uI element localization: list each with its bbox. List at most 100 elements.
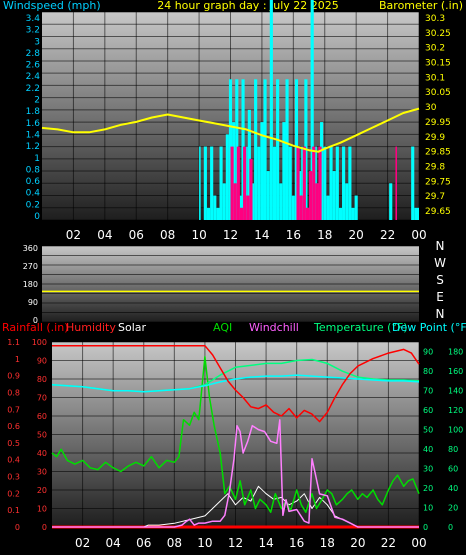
windspeed-tick: 3.4 xyxy=(26,14,41,24)
wind-panel-x-tick: 14 xyxy=(254,228,269,242)
windspeed-bar xyxy=(329,146,333,220)
solar-tick: 60 xyxy=(448,465,458,474)
windspeed-bar xyxy=(354,195,358,220)
legend-label: Solar xyxy=(118,321,147,334)
windspeed-tick: 2.2 xyxy=(26,84,40,94)
windspeed-bar xyxy=(276,79,280,220)
windspeed-tick: 0.4 xyxy=(26,189,41,199)
rainfall-tick: 0.8 xyxy=(7,388,20,397)
windgust-bar xyxy=(296,146,300,220)
wind-panel-x-tick: 00 xyxy=(411,228,426,242)
windgust-bar xyxy=(309,171,313,220)
windgust-bar xyxy=(312,146,316,220)
temperature-tick: 50 xyxy=(423,426,433,435)
windspeed-bar xyxy=(254,79,258,220)
rainfall-tick: 0.9 xyxy=(7,372,20,381)
windspeed-bar xyxy=(257,146,261,220)
rainfall-tick: 1.1 xyxy=(7,338,20,347)
windspeed-bar xyxy=(269,0,273,220)
rainfall-tick: 0.2 xyxy=(7,489,20,498)
barometer-tick: 30 xyxy=(425,103,437,113)
windspeed-tick: 1.6 xyxy=(26,119,41,129)
wind-panel-x-tick: 10 xyxy=(191,228,206,242)
temp-panel-x-tick: 04 xyxy=(106,536,121,550)
temperature-tick: 20 xyxy=(423,484,433,493)
rainfall-tick: 0.5 xyxy=(7,439,20,448)
humidity-tick: 30 xyxy=(37,468,47,477)
windspeed-bar xyxy=(266,171,270,220)
windspeed-tick: 3.2 xyxy=(26,26,40,36)
windspeed-bar xyxy=(219,146,223,220)
solar-tick: 100 xyxy=(448,426,463,435)
solar-tick: 180 xyxy=(448,348,463,357)
windspeed-bar xyxy=(332,171,336,220)
barometer-tick: 29.7 xyxy=(425,192,445,202)
compass-label: W xyxy=(434,256,446,270)
wind-panel-x-tick: 02 xyxy=(66,228,81,242)
windspeed-bar xyxy=(213,195,217,220)
temp-panel-x-tick: 22 xyxy=(381,536,396,550)
windspeed-bar xyxy=(282,122,286,220)
humidity-tick: 20 xyxy=(37,486,47,495)
temperature-tick: 10 xyxy=(423,504,433,513)
humidity-tick: 40 xyxy=(37,449,47,458)
windspeed-tick: 1.4 xyxy=(26,130,41,140)
compass-label: N xyxy=(436,307,445,321)
windspeed-bar xyxy=(411,146,415,220)
legend-label: Windchill xyxy=(249,321,299,334)
rainfall-tick: 0.6 xyxy=(7,422,20,431)
windspeed-bar xyxy=(199,146,201,220)
windgust-bar xyxy=(239,207,244,220)
windspeed-bar xyxy=(342,146,346,220)
temperature-line xyxy=(51,374,420,393)
rainfall-tick: 0.1 xyxy=(7,506,20,515)
barometer-tick: 29.75 xyxy=(425,177,451,187)
legend-label: AQI xyxy=(213,321,232,334)
rainfall-tick: 0.4 xyxy=(7,456,20,465)
windspeed-tick: 2 xyxy=(34,96,40,106)
wind-panel-x-tick: 12 xyxy=(223,228,238,242)
windspeed-tick: 3 xyxy=(34,37,40,47)
windgust-bar xyxy=(243,146,247,220)
windspeed-tick: 0 xyxy=(34,212,40,222)
wind-panel-x-tick: 08 xyxy=(160,228,175,242)
windgust-bar xyxy=(249,158,253,220)
temp-panel-x-tick: 20 xyxy=(350,536,365,550)
windspeed-bar xyxy=(351,207,355,220)
windspeed-bar xyxy=(247,109,251,220)
temperature-tick: 0 xyxy=(423,523,428,532)
windspeed-bar xyxy=(222,183,226,220)
wind-panel-x-tick: 18 xyxy=(317,228,332,242)
solar-tick: 160 xyxy=(448,367,463,376)
windspeed-bar xyxy=(414,207,419,220)
temperature-tick: 30 xyxy=(423,465,433,474)
wind-panel-x-tick: 06 xyxy=(129,228,144,242)
windgust-bar xyxy=(315,183,319,220)
windspeed-axis-label: Windspeed (mph) xyxy=(3,0,101,12)
windgust-bar xyxy=(230,146,234,220)
legend-label: Rainfall (.in) xyxy=(2,321,69,334)
compass-label: E xyxy=(436,290,444,304)
temperature-tick: 40 xyxy=(423,445,433,454)
temp-panel-x-tick: 06 xyxy=(136,536,151,550)
direction-tick: 0 xyxy=(33,316,38,325)
windgust-bar xyxy=(395,146,398,220)
windgust-bar xyxy=(246,195,250,220)
windspeed-bar xyxy=(272,146,277,220)
barometer-tick: 29.8 xyxy=(425,163,445,173)
compass-label: N xyxy=(436,239,445,253)
humidity-tick: 60 xyxy=(37,412,47,421)
windspeed-bar xyxy=(210,146,214,220)
temp-panel-x-tick: 08 xyxy=(167,536,182,550)
windgust-bar xyxy=(302,146,306,220)
temp-panel-x-tick: 14 xyxy=(258,536,273,550)
temperature-tick: 80 xyxy=(423,367,433,376)
windspeed-bar xyxy=(206,207,211,220)
windspeed-bar xyxy=(263,79,267,220)
windspeed-bar xyxy=(235,79,239,220)
rainfall-tick: 0.7 xyxy=(7,405,20,414)
windspeed-tick: 1.2 xyxy=(26,142,40,152)
windspeed-bar xyxy=(345,183,349,220)
temp-panel-x-tick: 18 xyxy=(320,536,335,550)
